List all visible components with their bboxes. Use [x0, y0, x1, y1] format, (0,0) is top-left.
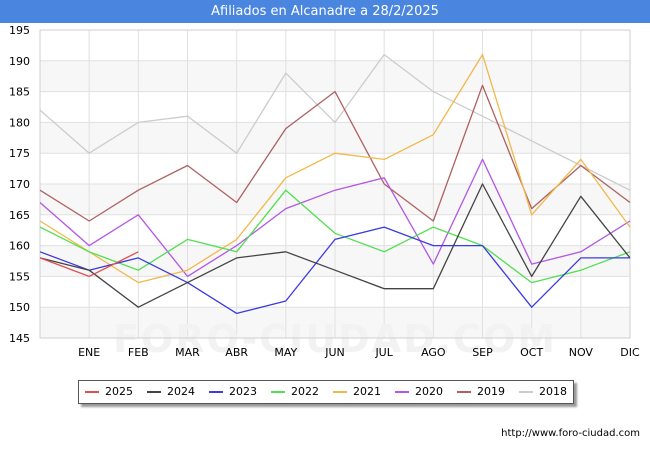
- legend: 2025 2024 2023 2022 2021 2020 2019 2018: [78, 380, 574, 404]
- x-tick-label: FEB: [128, 346, 149, 359]
- x-tick-label: SEP: [472, 346, 493, 359]
- legend-swatch: [147, 391, 161, 393]
- series-line-2024: [39, 183, 631, 308]
- series-line-2022: [39, 189, 631, 284]
- x-tick-label: AGO: [421, 346, 446, 359]
- y-tick-label: 150: [9, 301, 30, 314]
- y-tick-label: 190: [9, 55, 30, 68]
- y-tick-label: 175: [9, 147, 30, 160]
- y-tick-label: 195: [9, 24, 30, 37]
- series-line-2018: [39, 53, 631, 191]
- y-tick-label: 145: [9, 332, 30, 345]
- series-line-2021: [39, 53, 631, 284]
- x-tick-label: JUL: [374, 346, 393, 359]
- y-tick-label: 185: [9, 86, 30, 99]
- y-tick-label: 180: [9, 116, 30, 129]
- legend-label: 2024: [167, 385, 195, 398]
- x-tick-label: MAY: [274, 346, 297, 359]
- legend-label: 2023: [229, 385, 257, 398]
- legend-label: 2018: [539, 385, 567, 398]
- y-tick-label: 165: [9, 209, 30, 222]
- plot-frame: [39, 29, 631, 339]
- y-tick-label: 170: [9, 178, 30, 191]
- legend-label: 2020: [415, 385, 443, 398]
- x-tick-label: ABR: [225, 346, 248, 359]
- legend-swatch: [209, 391, 223, 393]
- x-tick-label: MAR: [175, 346, 200, 359]
- x-tick-labels: ENE FEB MAR ABR MAY JUN JUL AGO SEP OCT NOV DIC: [78, 346, 640, 359]
- chart-title: Afiliados en Alcanadre a 28/2/2025: [0, 0, 650, 23]
- legend-swatch: [85, 391, 99, 393]
- series-line-2019: [39, 84, 631, 222]
- series-lines: [39, 53, 631, 315]
- watermark: FORO-CIUDAD.COM: [113, 317, 557, 361]
- series-line-2020: [39, 158, 631, 278]
- x-tick-label: ENE: [78, 346, 100, 359]
- legend-swatch: [457, 391, 471, 393]
- legend-label: 2021: [353, 385, 381, 398]
- legend-swatch: [271, 391, 285, 393]
- legend-label: 2025: [105, 385, 133, 398]
- legend-swatch: [333, 391, 347, 393]
- y-tick-label: 155: [9, 270, 30, 283]
- y-tick-label: 160: [9, 240, 30, 253]
- series-line-2025: [39, 251, 139, 278]
- y-tick-labels: 145 150 155 160 165 170 175 180 185 190 195: [9, 24, 30, 345]
- x-tick-label: JUN: [324, 346, 345, 359]
- x-tick-label: NOV: [569, 346, 594, 359]
- legend-label: 2019: [477, 385, 505, 398]
- x-tick-label: DIC: [620, 346, 640, 359]
- legend-swatch: [395, 391, 409, 393]
- source-url[interactable]: http://www.foro-ciudad.com: [501, 428, 640, 439]
- legend-label: 2022: [291, 385, 319, 398]
- x-tick-label: OCT: [520, 346, 543, 359]
- axes: [39, 29, 631, 339]
- series-line-2023: [39, 226, 630, 315]
- legend-swatch: [519, 391, 533, 393]
